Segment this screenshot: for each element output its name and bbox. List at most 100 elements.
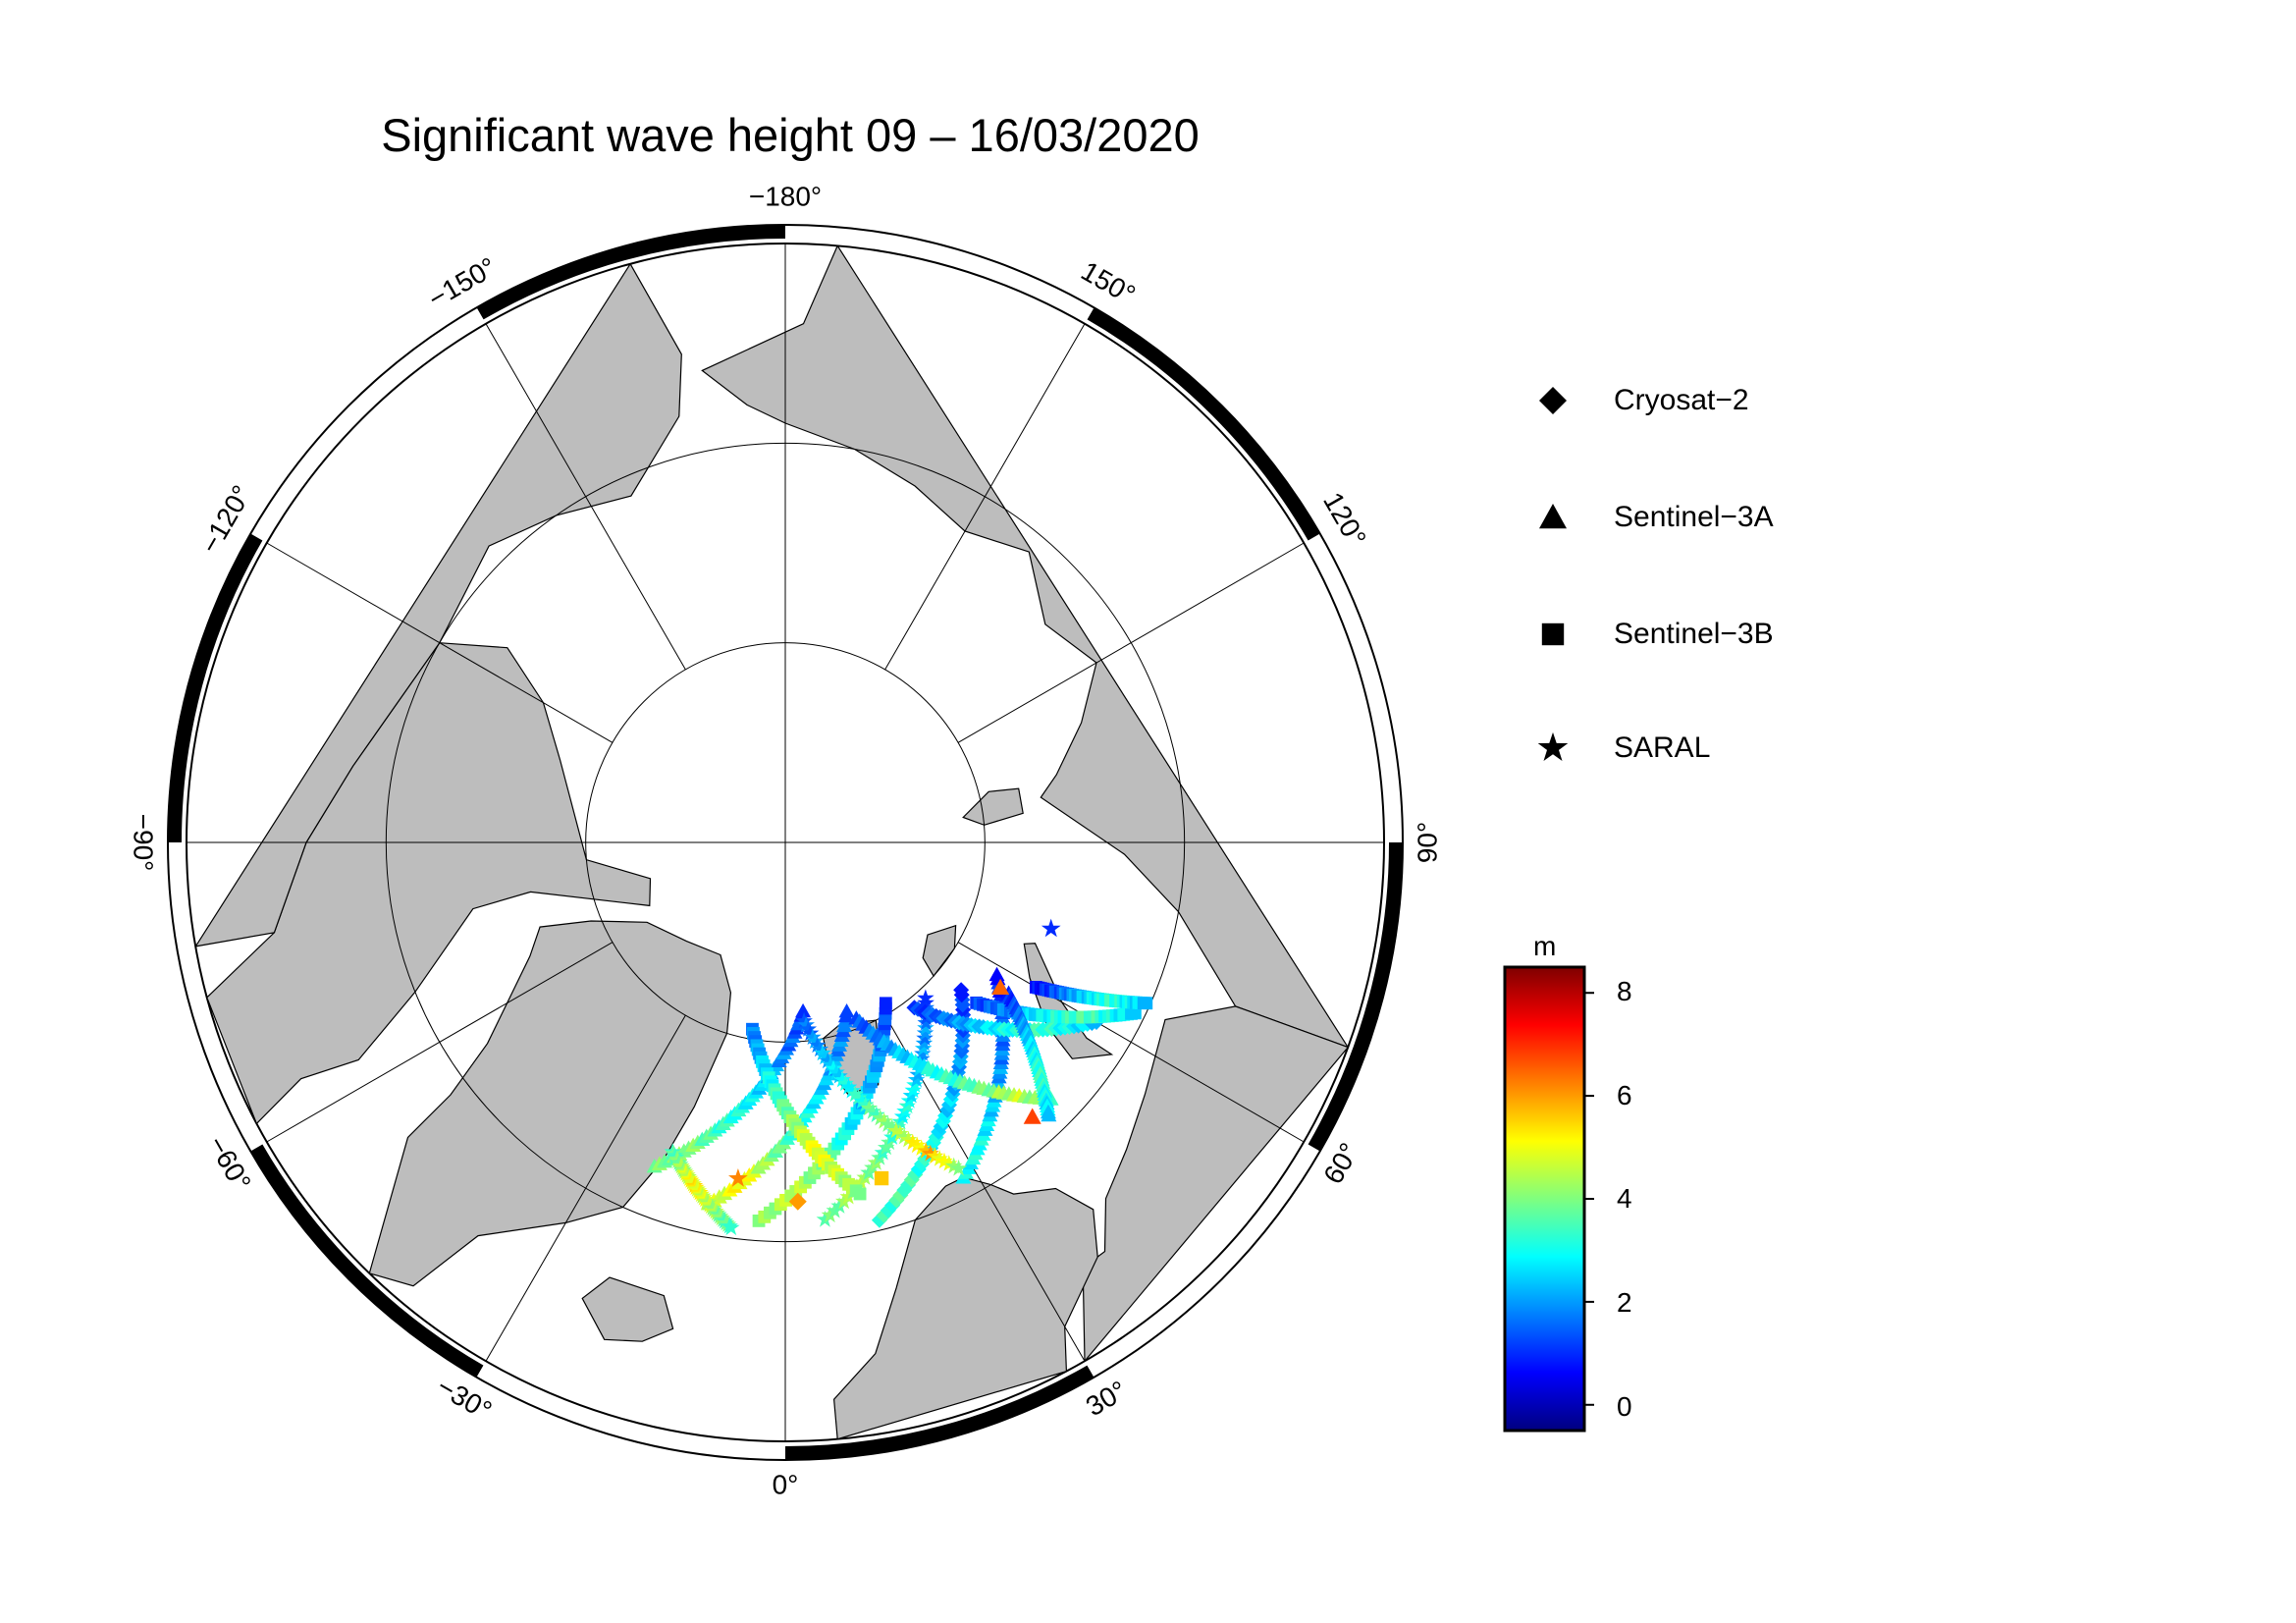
observation-marker bbox=[846, 1085, 864, 1103]
observation-marker bbox=[1041, 918, 1061, 938]
longitude-label: 30° bbox=[1081, 1375, 1132, 1422]
longitude-label: −180° bbox=[749, 181, 822, 211]
star-symbol bbox=[1537, 731, 1569, 761]
russia-west-land bbox=[1082, 1005, 1350, 1363]
observation-marker bbox=[917, 1142, 934, 1159]
observation-marker bbox=[816, 1211, 834, 1227]
observation-marker bbox=[839, 1187, 857, 1205]
legend-item-saral: SARAL bbox=[1531, 729, 1710, 768]
observation-marker bbox=[916, 1029, 934, 1046]
observation-marker bbox=[953, 982, 970, 999]
observation-marker bbox=[922, 1144, 939, 1162]
satellite-track bbox=[795, 1011, 968, 1176]
observation-marker bbox=[904, 1133, 922, 1151]
frame-segment bbox=[168, 533, 263, 843]
map-border-outer bbox=[167, 224, 1404, 1461]
legend-label: SARAL bbox=[1614, 731, 1711, 764]
colorbar-gradient bbox=[1503, 965, 1586, 1433]
frame-segment bbox=[784, 1365, 1095, 1460]
observation-marker bbox=[816, 1048, 834, 1065]
square-icon bbox=[1531, 615, 1575, 654]
observation-marker bbox=[819, 1052, 836, 1069]
satellite-track bbox=[664, 1143, 740, 1236]
triangle-icon bbox=[1531, 498, 1575, 537]
satellite-track bbox=[1000, 985, 1057, 1122]
observation-marker bbox=[811, 1040, 828, 1057]
legend-item-sentinel-3b: Sentinel−3B bbox=[1531, 615, 1774, 654]
chart-title: Significant wave height 09 – 16/03/2020 bbox=[381, 109, 1200, 161]
observation-marker bbox=[821, 1206, 839, 1223]
observation-marker bbox=[806, 1032, 824, 1050]
frame-segment bbox=[476, 1365, 786, 1460]
legend-label: Cryosat−2 bbox=[1614, 384, 1749, 416]
frame-segment bbox=[784, 225, 1095, 320]
observation-marker bbox=[797, 1016, 815, 1033]
observation-marker bbox=[843, 1081, 861, 1099]
triangle-symbol bbox=[1539, 504, 1567, 529]
longitude-label: 60° bbox=[1317, 1138, 1364, 1189]
observation-marker bbox=[875, 1112, 893, 1129]
iceland-land bbox=[581, 1276, 674, 1342]
observation-marker bbox=[853, 1092, 871, 1109]
observation-marker bbox=[804, 1028, 822, 1046]
wave-height-observations bbox=[646, 918, 1153, 1236]
observation-marker bbox=[917, 1018, 934, 1036]
observation-marker bbox=[899, 1130, 918, 1148]
observation-marker bbox=[849, 1089, 868, 1106]
observation-marker bbox=[1128, 1006, 1142, 1020]
observation-marker bbox=[809, 1036, 827, 1054]
observation-marker bbox=[826, 1201, 843, 1218]
observation-marker bbox=[887, 1121, 905, 1139]
observation-marker bbox=[917, 989, 934, 1006]
observation-marker bbox=[833, 1070, 851, 1088]
observation-marker bbox=[914, 1045, 932, 1061]
satellite-track bbox=[848, 1010, 1059, 1106]
meridian-line bbox=[485, 1014, 686, 1362]
greenland-land bbox=[368, 920, 732, 1287]
observation-marker bbox=[822, 1055, 839, 1073]
observation-marker bbox=[914, 1039, 933, 1056]
observation-marker bbox=[853, 1187, 867, 1201]
observation-marker bbox=[857, 1096, 875, 1112]
observation-marker bbox=[1140, 997, 1153, 1010]
frame-segment bbox=[1087, 1144, 1320, 1378]
meridian-line bbox=[266, 542, 614, 743]
longitude-label: 0° bbox=[773, 1469, 799, 1499]
observation-marker bbox=[722, 1218, 740, 1236]
land-masses bbox=[194, 244, 1350, 1440]
meridian-line bbox=[957, 542, 1305, 743]
observation-marker bbox=[864, 1103, 881, 1119]
observation-marker bbox=[991, 978, 1010, 996]
square-symbol bbox=[1541, 622, 1565, 646]
observation-marker bbox=[728, 1168, 748, 1187]
meridian-line bbox=[266, 942, 614, 1143]
observation-marker bbox=[882, 1118, 901, 1136]
observation-marker bbox=[895, 1127, 913, 1145]
observation-marker bbox=[860, 1099, 879, 1116]
satellite-track bbox=[1029, 981, 1153, 1010]
legend-item-sentinel-3a: Sentinel−3A bbox=[1531, 498, 1774, 537]
observation-marker bbox=[915, 1034, 934, 1052]
observation-marker bbox=[913, 1139, 931, 1156]
colorbar-tick-label: 6 bbox=[1617, 1080, 1632, 1110]
longitude-label: 90° bbox=[1412, 822, 1442, 863]
observation-marker bbox=[949, 1159, 968, 1176]
observation-marker bbox=[830, 1067, 848, 1084]
observation-marker bbox=[868, 1106, 885, 1123]
meridian-line bbox=[957, 942, 1305, 1143]
star-icon bbox=[1531, 729, 1575, 768]
observation-marker bbox=[835, 1192, 853, 1210]
observation-marker bbox=[1041, 1107, 1057, 1122]
diamond-symbol bbox=[1539, 387, 1567, 414]
observation-marker bbox=[838, 1002, 855, 1018]
observation-marker bbox=[801, 1024, 820, 1041]
colorbar-tick-label: 2 bbox=[1617, 1287, 1632, 1318]
meridian-line bbox=[485, 323, 686, 671]
observation-marker bbox=[908, 1136, 926, 1154]
colorbar-unit: m bbox=[1533, 931, 1557, 961]
observation-marker bbox=[916, 1024, 934, 1041]
observation-marker bbox=[913, 1050, 931, 1066]
frame-segment bbox=[1087, 307, 1320, 541]
